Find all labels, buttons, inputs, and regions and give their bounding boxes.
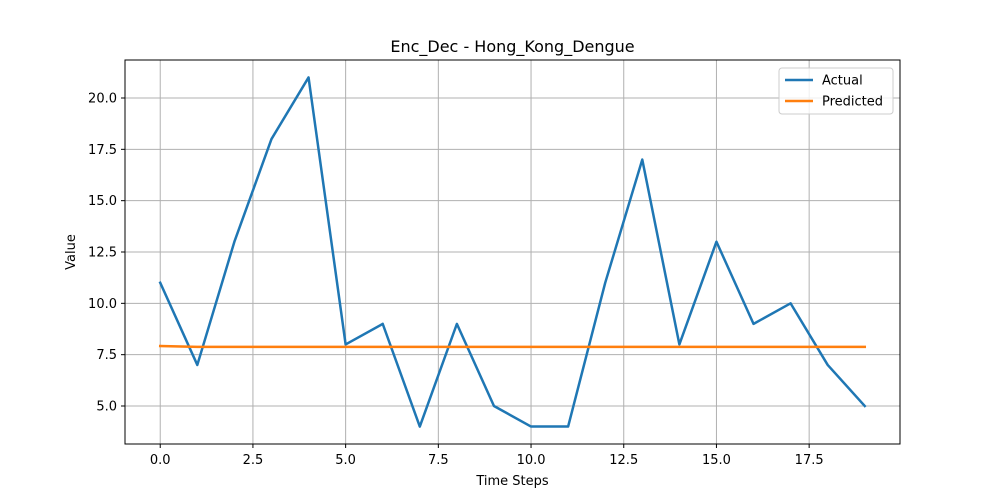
x-tick-label: 0.0	[150, 453, 171, 468]
x-tick-label: 7.5	[428, 453, 449, 468]
y-tick-label: 15.0	[88, 194, 117, 209]
y-tick-label: 7.5	[96, 348, 117, 363]
series-line-actual	[158, 76, 867, 428]
y-axis-label: Value	[64, 234, 79, 270]
y-tick-label: 10.0	[88, 297, 117, 312]
y-tick-label: 12.5	[88, 246, 117, 261]
legend-label: Predicted	[822, 95, 883, 110]
series-line-predicted	[158, 344, 867, 349]
x-axis-label: Time Steps	[475, 474, 549, 489]
chart-title: Enc_Dec - Hong_Kong_Dengue	[390, 37, 634, 57]
grid-lines	[125, 60, 900, 444]
x-tick-label: 10.0	[517, 453, 546, 468]
y-tick-label: 17.5	[88, 143, 117, 158]
y-tick-label: 20.0	[88, 91, 117, 106]
series-lines	[158, 76, 867, 428]
legend-label: Actual	[822, 74, 863, 89]
legend: Actual Predicted	[778, 67, 894, 115]
y-axis-ticks: 5.0 7.5 10.0 12.5 15.0 17.5 20.0	[88, 91, 125, 415]
x-tick-label: 17.5	[795, 453, 824, 468]
y-tick-label: 5.0	[96, 400, 117, 415]
x-tick-label: 12.5	[609, 453, 638, 468]
x-tick-label: 15.0	[702, 453, 731, 468]
x-tick-label: 2.5	[243, 453, 264, 468]
x-axis-ticks: 0.0 2.5 5.0 7.5 10.0 12.5 15.0 17.5	[150, 444, 824, 468]
x-tick-label: 5.0	[335, 453, 356, 468]
